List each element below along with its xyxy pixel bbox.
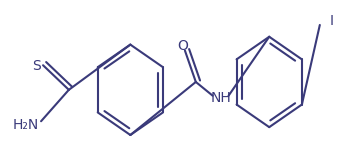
- Text: I: I: [330, 14, 334, 28]
- Text: NH: NH: [210, 91, 231, 105]
- Text: H₂N: H₂N: [13, 118, 39, 132]
- Text: S: S: [32, 59, 41, 73]
- Text: O: O: [177, 39, 188, 53]
